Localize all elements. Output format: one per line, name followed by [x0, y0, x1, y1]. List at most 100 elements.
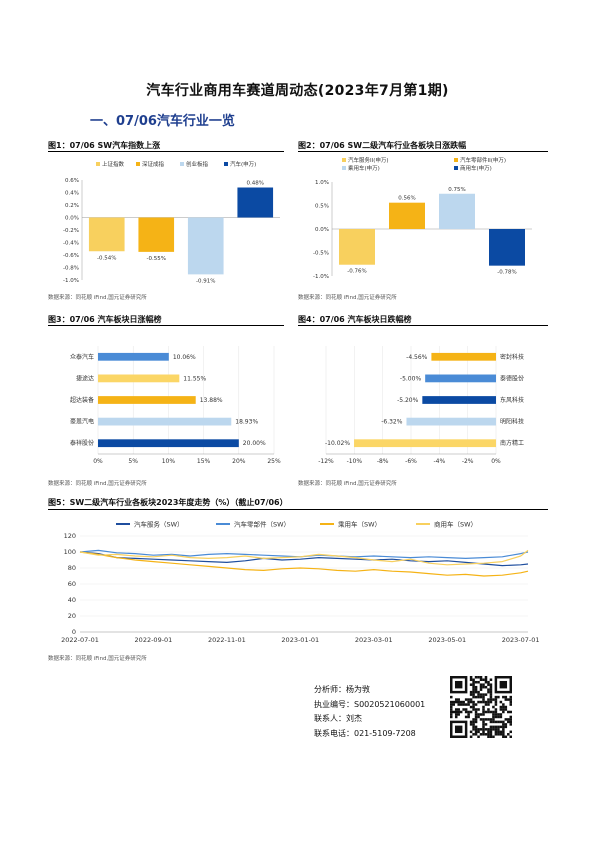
- qr-module: [474, 728, 478, 731]
- qr-module: [497, 713, 500, 716]
- qr-module: [459, 710, 463, 714]
- bar: [98, 417, 232, 426]
- qr-module: [509, 703, 512, 706]
- fig4-title: 图4：07/06 汽车板块日跌幅榜: [298, 315, 412, 324]
- qr-module: [474, 730, 478, 734]
- y-tick-label: 1.0%: [315, 180, 329, 186]
- qr-module: [474, 690, 478, 694]
- qr-module: [479, 683, 483, 686]
- x-tick-label: -10%: [347, 458, 363, 465]
- category-label: 南方精工: [500, 439, 524, 447]
- qr-module: [494, 713, 498, 716]
- series-line: [79, 551, 529, 567]
- qr-module: [484, 700, 488, 704]
- qr-module: [469, 723, 473, 726]
- qr-module: [452, 700, 456, 704]
- qr-module: [472, 720, 475, 724]
- qr-module: [502, 725, 505, 729]
- qr-module: [474, 733, 478, 736]
- qr-module: [482, 723, 485, 726]
- qr-module: [497, 715, 500, 719]
- fig3-rule: [48, 325, 284, 326]
- qr-module: [489, 735, 493, 738]
- qr-module: [497, 695, 500, 699]
- qr-module: [474, 685, 478, 689]
- qr-module: [489, 688, 493, 691]
- qr-module: [474, 718, 478, 721]
- qr-module: [452, 703, 456, 706]
- legend-swatch: [342, 166, 346, 170]
- qr-module: [450, 713, 453, 716]
- qr-module: [477, 735, 480, 738]
- qr-module: [474, 680, 478, 684]
- qr-module: [482, 710, 485, 714]
- qr-module: [489, 720, 493, 724]
- qr-module: [457, 708, 460, 711]
- legend-swatch: [224, 162, 228, 166]
- x-tick-label: 25%: [267, 458, 281, 465]
- y-tick-label: -0.2%: [63, 228, 79, 234]
- qr-module: [457, 710, 460, 714]
- qr-module: [450, 703, 453, 706]
- qr-module: [502, 735, 505, 738]
- bar: [88, 217, 125, 252]
- qr-module: [477, 713, 480, 716]
- legend-label: 汽车零部件II(申万): [460, 156, 506, 164]
- x-tick-label: 2023-03-01: [355, 636, 393, 644]
- qr-module: [499, 725, 503, 729]
- qr-module: [509, 700, 512, 704]
- qr-module: [499, 715, 503, 719]
- legend-swatch: [96, 162, 100, 166]
- qr-module: [450, 705, 453, 709]
- qr-module: [450, 710, 453, 714]
- qr-module: [499, 720, 503, 724]
- legend-swatch: [180, 162, 184, 166]
- bar: [98, 352, 169, 361]
- x-tick-label: 2023-07-01: [502, 636, 540, 644]
- qr-module: [459, 703, 463, 706]
- qr-module: [494, 698, 498, 701]
- fig5-source: 数据来源：同花顺 iFind,国元证券研究所: [48, 656, 147, 662]
- qr-module: [477, 700, 480, 704]
- qr-module: [487, 688, 490, 691]
- qr-module: [482, 725, 485, 729]
- qr-module: [494, 728, 498, 731]
- qr-module: [497, 730, 500, 734]
- qr-module: [469, 705, 473, 709]
- qr-module: [487, 683, 490, 686]
- analyst-contact: 联系人：刘杰: [314, 714, 362, 724]
- qr-module: [469, 683, 473, 686]
- bar: [431, 352, 496, 361]
- qr-module: [487, 703, 490, 706]
- qr-module: [474, 676, 478, 679]
- data-label: 10.06%: [173, 354, 196, 361]
- qr-module: [479, 685, 483, 689]
- qr-module: [494, 700, 498, 704]
- fig1-rule: [48, 151, 284, 152]
- qr-module: [499, 733, 503, 736]
- qr-module: [477, 690, 480, 694]
- qr-module: [509, 698, 512, 701]
- qr-module: [494, 725, 498, 729]
- qr-module: [489, 728, 493, 731]
- legend-swatch: [342, 158, 346, 162]
- qr-module: [477, 693, 480, 696]
- qr-module: [459, 700, 463, 704]
- qr-module: [479, 676, 483, 679]
- qr-module: [484, 703, 488, 706]
- qr-module: [474, 688, 478, 691]
- bar: [439, 193, 475, 229]
- qr-module: [464, 698, 468, 701]
- qr-module: [489, 690, 493, 694]
- qr-module: [450, 700, 453, 704]
- qr-module: [502, 703, 505, 706]
- qr-module: [477, 730, 480, 734]
- legend-label: 商用车（SW）: [434, 520, 477, 529]
- qr-module: [504, 735, 508, 738]
- qr-module: [499, 713, 503, 716]
- qr-module: [504, 725, 508, 729]
- qr-module: [502, 720, 505, 724]
- x-tick-label: -6%: [405, 458, 417, 465]
- fig5-title: 图5：SW二级汽车行业各板块2023年度走势（%）（截止07/06）: [48, 498, 288, 507]
- category-label: 众泰汽车: [70, 353, 94, 361]
